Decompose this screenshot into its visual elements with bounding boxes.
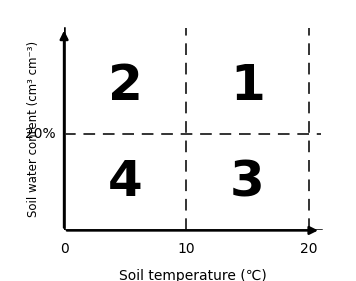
Text: 2: 2 [108,62,143,110]
Text: 3: 3 [230,158,265,206]
Text: 1: 1 [230,62,265,110]
Text: 10: 10 [178,242,195,256]
Text: 0: 0 [60,242,68,256]
Text: Soil temperature (℃): Soil temperature (℃) [119,269,266,281]
Text: 20%: 20% [25,127,56,141]
Text: 4: 4 [108,158,143,206]
Text: Soil water content (cm³ cm⁻³): Soil water content (cm³ cm⁻³) [27,41,40,217]
Text: 20: 20 [300,242,318,256]
